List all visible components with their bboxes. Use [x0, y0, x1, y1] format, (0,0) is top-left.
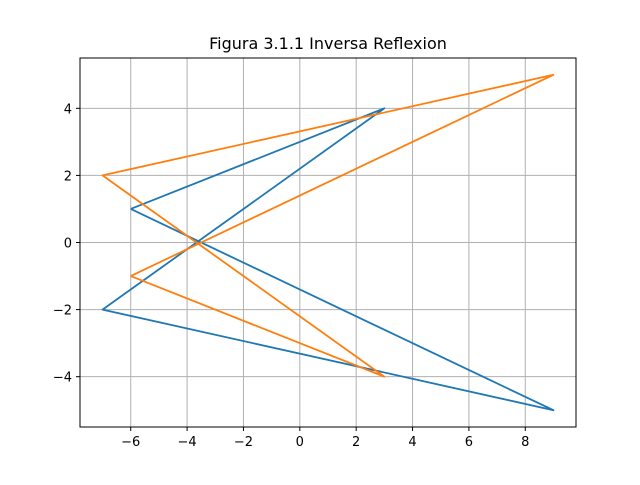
x-tick-label: 2 [352, 435, 360, 450]
x-tick-label: 4 [408, 435, 416, 450]
series-layer [101, 73, 555, 412]
series-line-2 [101, 73, 555, 378]
x-tick-label: 6 [465, 435, 473, 450]
ticks: −6 −4 −2 0 2 4 6 8 −4 −2 0 2 4 [53, 102, 530, 450]
y-tick-label: −2 [53, 304, 72, 319]
x-tick-label: 0 [296, 435, 304, 450]
x-tick-label: −6 [121, 435, 140, 450]
series-line-1 [101, 107, 555, 412]
x-tick-label: −4 [178, 435, 197, 450]
y-tick-label: 4 [64, 102, 72, 117]
chart-title: Figura 3.1.1 Inversa Reflexion [209, 34, 447, 53]
x-tick-label: 8 [521, 435, 529, 450]
y-tick-label: 0 [64, 237, 72, 252]
grid [80, 58, 576, 427]
x-tick-label: −2 [234, 435, 253, 450]
y-tick-label: −4 [53, 371, 72, 386]
y-tick-label: 2 [64, 169, 72, 184]
